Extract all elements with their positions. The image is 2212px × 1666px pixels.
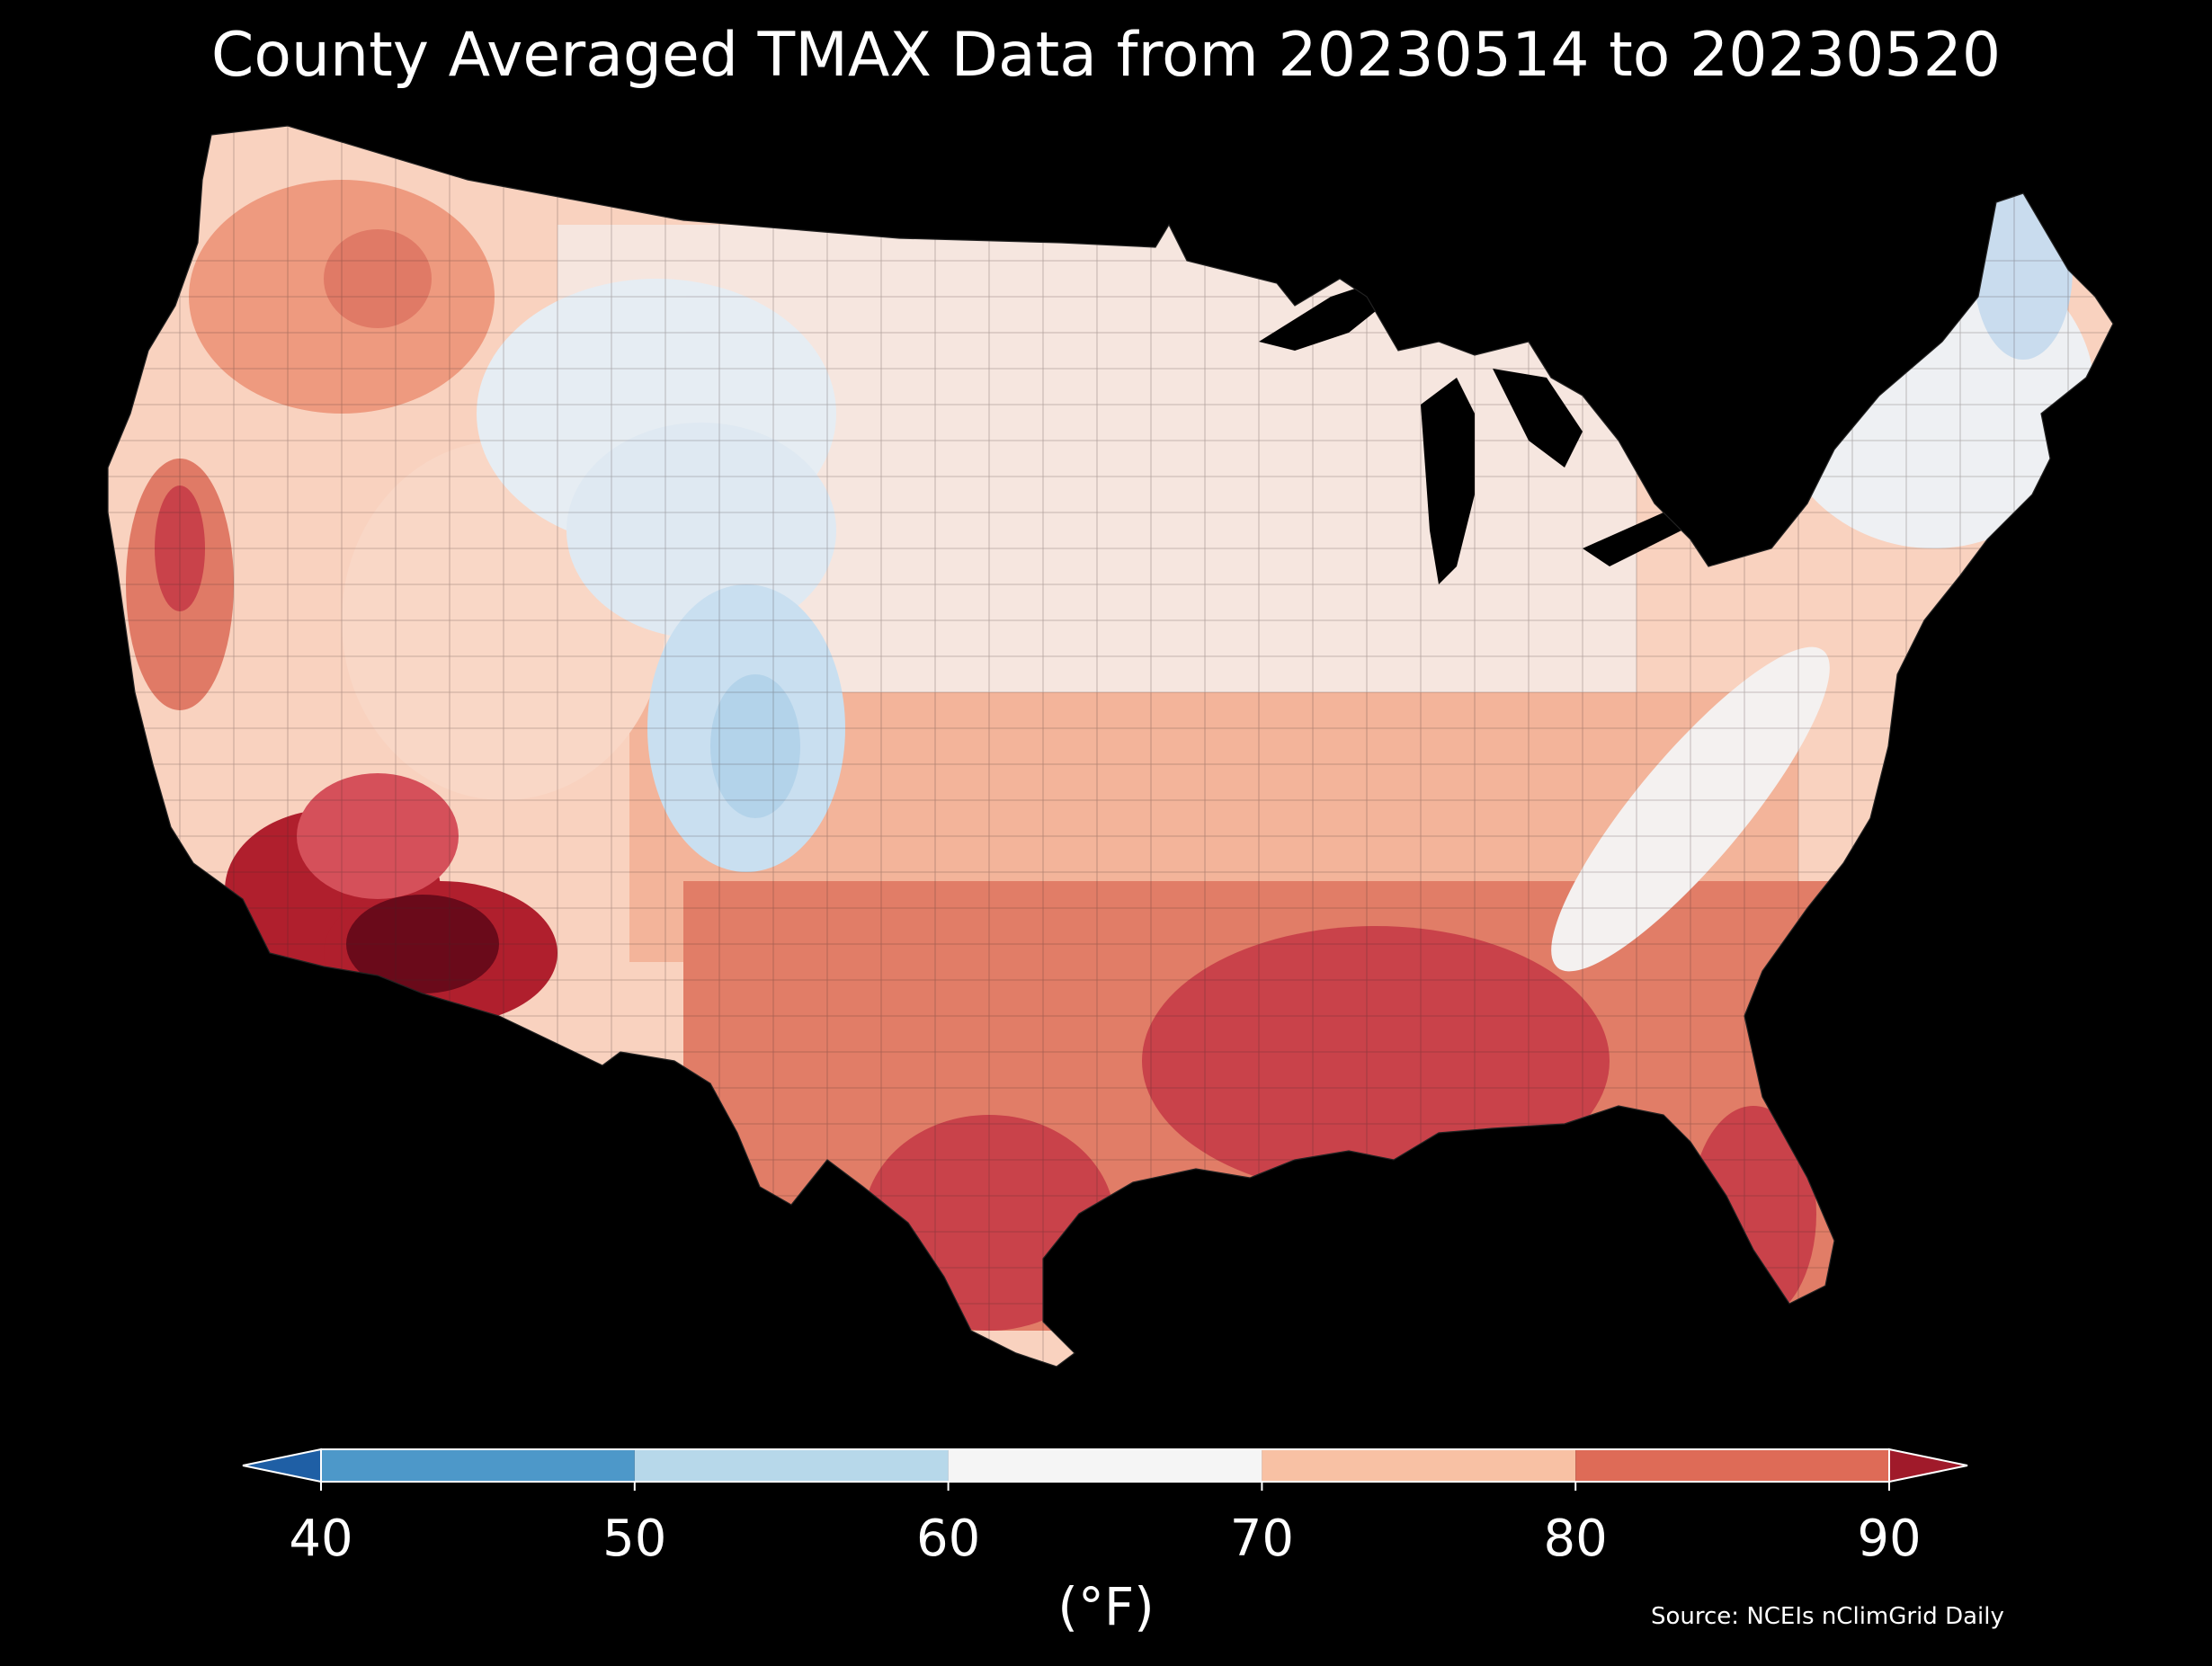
map-region-deep-south — [1142, 926, 1610, 1196]
lake-ontario — [1708, 472, 1785, 499]
colorbar-tick-label-70: 70 — [1229, 1510, 1295, 1568]
colorbar — [0, 1439, 2212, 1546]
colorbar-under-arrow — [242, 1448, 322, 1483]
map-region-idaho-hot — [324, 229, 432, 328]
colorbar-bin-60-70 — [948, 1449, 1262, 1482]
colorbar-bin-50-60 — [634, 1449, 949, 1482]
colorbar-bin-70-80 — [1262, 1449, 1576, 1482]
choropleth-map — [0, 117, 2212, 1412]
lake-erie — [1583, 512, 1690, 566]
colorbar-tick-label-90: 90 — [1857, 1510, 1922, 1568]
colorbar-tick-label-50: 50 — [602, 1510, 667, 1568]
lake-superior — [1259, 279, 1394, 351]
colorbar-tick-label-80: 80 — [1543, 1510, 1608, 1568]
colorbar-ticks — [320, 1482, 1890, 1491]
great-lakes — [1259, 279, 1785, 584]
map-region-appalachians — [1551, 646, 1830, 972]
colorbar-bin-40-50 — [321, 1449, 635, 1482]
source-credit: Source: NCEIs nClimGrid Daily — [1651, 1603, 2004, 1630]
lake-huron — [1493, 369, 1583, 468]
colorbar-bin-80-90 — [1575, 1449, 1889, 1482]
colorbar-tick-label-40: 40 — [289, 1510, 353, 1568]
colorbar-unit-label: (°F) — [1057, 1576, 1155, 1637]
map-region-wyoming — [566, 423, 836, 638]
colorbar-bins — [321, 1449, 1889, 1482]
map-region-sonoran — [346, 895, 499, 993]
colorbar-frame — [320, 1448, 1890, 1483]
map-title: County Averaged TMAX Data from 20230514 … — [210, 20, 2002, 91]
lake-michigan — [1421, 378, 1475, 584]
colorbar-over-arrow — [1888, 1448, 1968, 1483]
colorbar-tick-label-60: 60 — [915, 1510, 981, 1568]
county-lines — [108, 126, 2113, 1367]
map-region-nevada-south — [297, 773, 459, 899]
map-region-colorado-peaks — [710, 674, 800, 818]
map-region-ca-central — [155, 486, 205, 611]
map-region-florida — [1690, 1106, 1816, 1322]
